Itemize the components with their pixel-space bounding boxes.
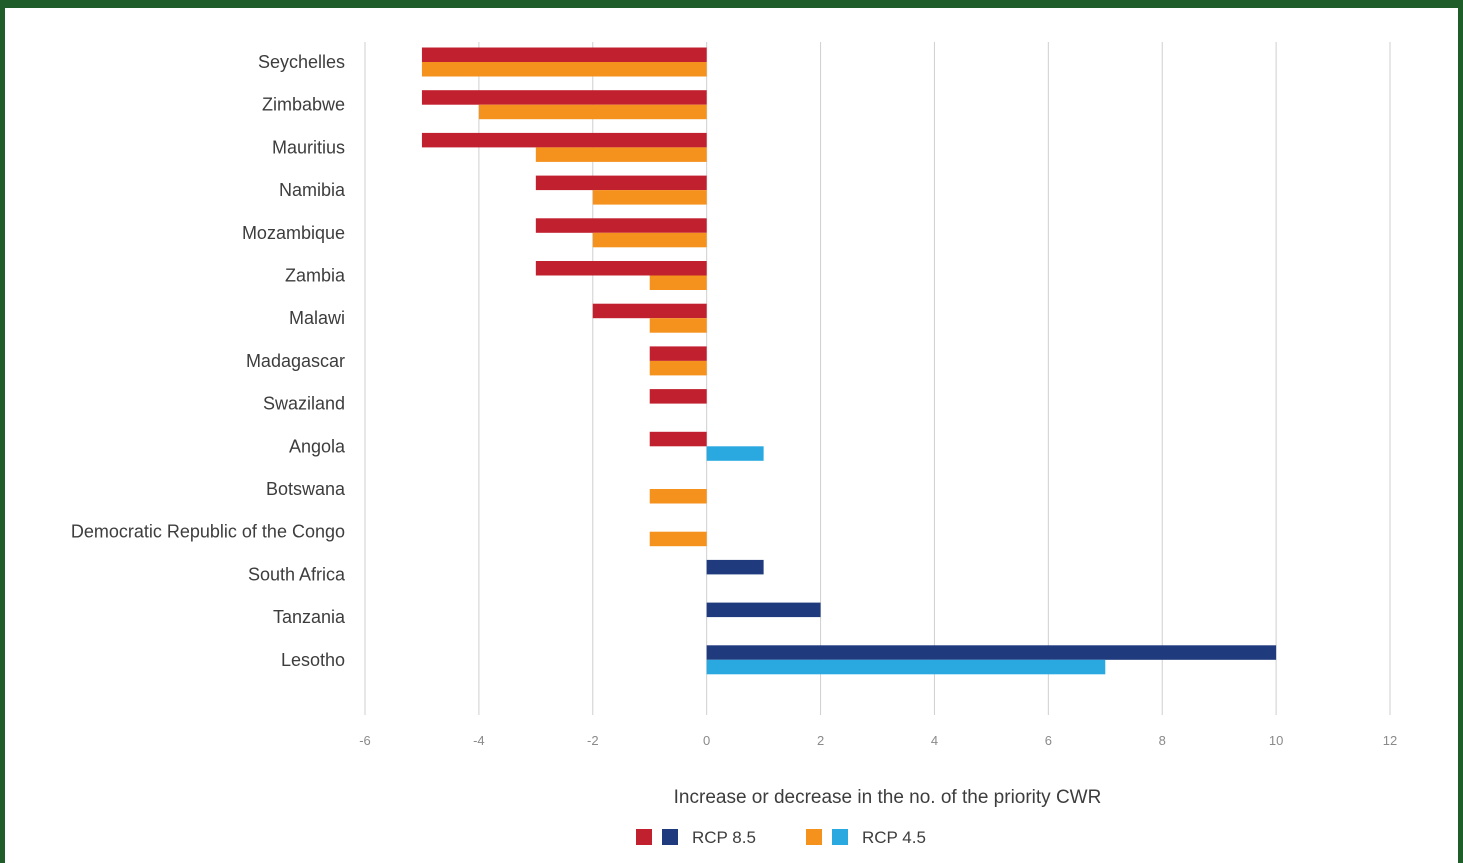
legend-swatch [832, 829, 848, 845]
x-tick-label: 2 [817, 733, 824, 748]
category-label: Mozambique [242, 223, 345, 243]
category-label: Democratic Republic of the Congo [71, 522, 345, 542]
bar-rcp85 [649, 431, 707, 447]
bar-rcp45 [649, 360, 707, 376]
x-tick-label: 6 [1045, 733, 1052, 748]
legend-label: RCP 8.5 [692, 828, 756, 847]
category-label: Mauritius [272, 137, 345, 157]
bar-rcp85 [535, 218, 707, 233]
bar-rcp85 [535, 261, 707, 276]
x-tick-label: -6 [359, 733, 371, 748]
bar-rcp45 [478, 104, 707, 120]
category-label: Lesotho [281, 650, 345, 670]
category-labels: Seychelles Zimbabwe Mauritius Namibia Mozamb… [71, 52, 346, 670]
bar-rcp45 [649, 275, 707, 290]
bar-rcp85 [706, 559, 764, 575]
category-label: Seychelles [258, 52, 345, 72]
bar-rcp45 [649, 531, 707, 547]
category-label: Namibia [279, 180, 346, 200]
gridlines [364, 42, 1391, 715]
category-label: Tanzania [273, 607, 346, 627]
x-tick-label: 4 [931, 733, 938, 748]
x-tick-label: 0 [703, 733, 710, 748]
x-tick-label: 8 [1159, 733, 1166, 748]
bar-rcp45 [535, 147, 707, 162]
x-tick-label: -4 [473, 733, 485, 748]
bar-rcp85 [592, 303, 707, 319]
bar-rcp85 [421, 132, 707, 148]
bar-rcp85 [421, 47, 707, 62]
x-tick-label: 10 [1269, 733, 1283, 748]
x-tick-label: 12 [1383, 733, 1397, 748]
category-label: Botswana [266, 479, 346, 499]
legend-swatch [806, 829, 822, 845]
x-axis-title: Increase or decrease in the no. of the p… [674, 787, 1102, 808]
x-tick-label: -2 [587, 733, 599, 748]
bar-rcp45 [649, 489, 707, 504]
category-label: South Africa [248, 564, 346, 584]
bar-rcp45 [421, 62, 707, 77]
bar-rcp85 [649, 346, 707, 361]
bar-rcp45 [649, 318, 707, 333]
bar-rcp85 [706, 602, 821, 618]
bar-rcp85 [706, 645, 1277, 660]
category-label: Zimbabwe [262, 95, 345, 115]
bar-rcp85 [421, 90, 707, 105]
category-label: Swaziland [263, 394, 345, 414]
legend-swatch [662, 829, 678, 845]
category-label: Malawi [289, 308, 345, 328]
legend-swatch [636, 829, 652, 845]
legend-label: RCP 4.5 [862, 828, 926, 847]
x-tick-labels: -6 -4 -2 0 2 4 6 8 10 12 [359, 733, 1397, 748]
bar-rcp45 [706, 659, 1106, 675]
legend: RCP 8.5 RCP 4.5 [636, 828, 926, 847]
bar-rcp85 [649, 389, 707, 404]
category-label: Angola [289, 436, 346, 456]
bar-rcp85 [535, 175, 707, 191]
bar-rcp45 [706, 446, 764, 461]
category-label: Madagascar [246, 351, 345, 371]
bars [421, 47, 1277, 675]
bar-rcp45 [592, 190, 707, 205]
bar-rcp45 [592, 232, 707, 248]
category-label: Zambia [285, 266, 346, 286]
